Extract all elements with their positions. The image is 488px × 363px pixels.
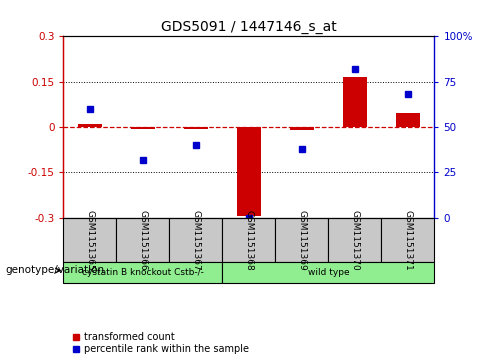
Bar <box>184 127 208 129</box>
Bar <box>381 218 434 262</box>
Bar <box>223 218 275 262</box>
Bar <box>78 124 102 127</box>
Bar <box>223 262 434 283</box>
Bar <box>237 127 261 216</box>
Bar <box>131 127 155 129</box>
Legend: transformed count, percentile rank within the sample: transformed count, percentile rank withi… <box>68 329 253 358</box>
Bar <box>275 218 328 262</box>
Text: GSM1151369: GSM1151369 <box>297 210 306 270</box>
Bar <box>290 127 314 130</box>
Text: GSM1151367: GSM1151367 <box>191 210 201 270</box>
Text: GSM1151371: GSM1151371 <box>403 210 412 270</box>
Bar <box>396 113 420 127</box>
Title: GDS5091 / 1447146_s_at: GDS5091 / 1447146_s_at <box>161 20 337 34</box>
Text: GSM1151370: GSM1151370 <box>350 210 359 270</box>
Bar <box>63 218 117 262</box>
Text: wild type: wild type <box>307 268 349 277</box>
Bar <box>343 77 367 127</box>
Bar <box>117 218 169 262</box>
Bar <box>328 218 381 262</box>
Text: GSM1151365: GSM1151365 <box>85 210 95 270</box>
Text: genotype/variation: genotype/variation <box>5 265 104 276</box>
Text: cystatin B knockout Cstb-/-: cystatin B knockout Cstb-/- <box>82 268 204 277</box>
Text: GSM1151366: GSM1151366 <box>139 210 147 270</box>
Bar <box>63 262 223 283</box>
Bar <box>169 218 223 262</box>
Text: GSM1151368: GSM1151368 <box>244 210 253 270</box>
